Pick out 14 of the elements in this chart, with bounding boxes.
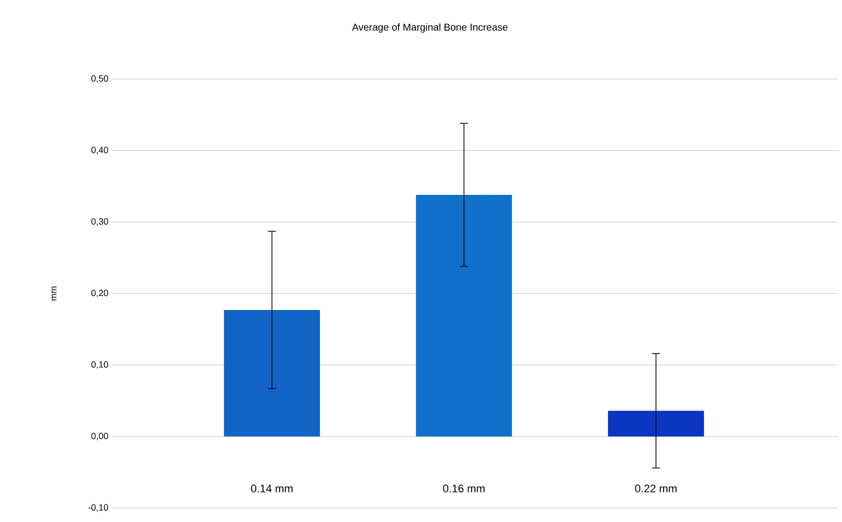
bar [608,410,704,436]
y-tick-label: 0,10 [91,361,108,369]
y-tick-label: 0,00 [91,432,108,440]
y-tick-label: 0,40 [91,146,108,154]
x-tick-label: 0.22 mm [635,484,677,492]
y-axis-title: mm [52,286,56,300]
y-tick-label: 0,20 [91,290,108,298]
x-tick-label: 0.14 mm [251,484,293,492]
y-tick-label: -0,10 [88,504,108,512]
x-tick-label: 0.16 mm [443,484,485,492]
chart-title: Average of Marginal Bone Increase [352,23,508,33]
y-tick-label: 0,50 [91,75,108,83]
bar [416,194,512,436]
y-tick-label: 0,30 [91,218,108,226]
